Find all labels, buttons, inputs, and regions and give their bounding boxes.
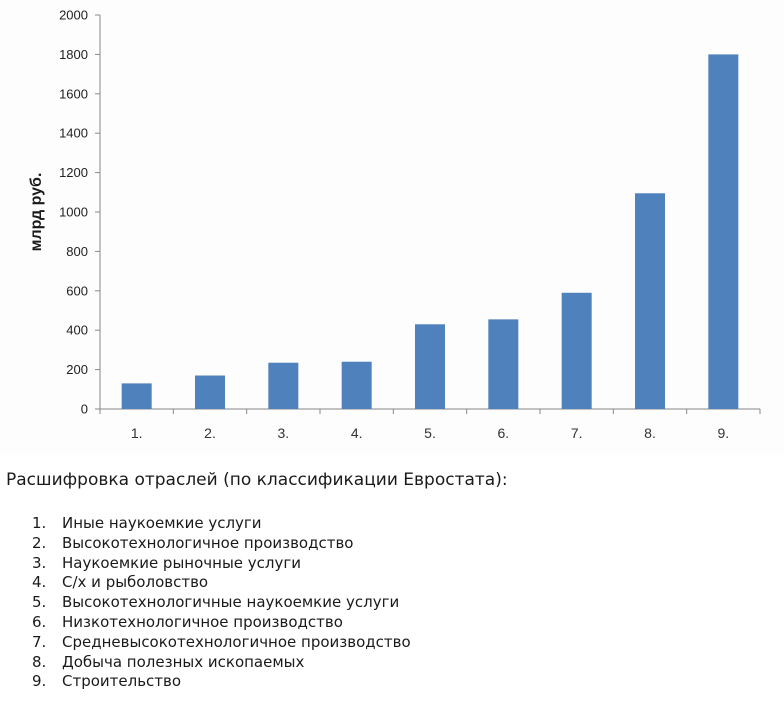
x-tick-label: 6. — [497, 425, 509, 441]
legend-item: 9. Строительство — [32, 672, 411, 692]
y-tick-label: 1200 — [59, 165, 88, 180]
legend-item-number: 5. — [32, 593, 47, 612]
legend-item-label: Средневысокотехнологичное производство — [62, 632, 411, 651]
bar-chart: 0 200 400 600 800 1000 1200 1400 1600 1800 2000 1. 2… — [28, 8, 761, 441]
y-tick-label: 1600 — [59, 86, 88, 101]
legend-item-number: 7. — [32, 632, 47, 651]
legend-item-number: 3. — [32, 553, 47, 572]
x-tick-label: 2. — [204, 425, 216, 441]
legend-title: Расшифровка отраслей (по классификации Е… — [6, 470, 508, 490]
bar — [121, 383, 152, 409]
legend-item-number: 1. — [32, 514, 47, 532]
legend-item: 2. Высокотехнологичное производство — [32, 534, 411, 554]
legend-item: 8. Добыча полезных ископаемых — [32, 653, 411, 673]
bar — [635, 193, 665, 409]
bar — [488, 319, 519, 409]
legend-item-number: 9. — [32, 672, 47, 691]
legend-item-number: 8. — [32, 652, 47, 671]
legend-item: 5. Высокотехнологичные наукоемкие услуги — [32, 593, 411, 613]
x-tick-label: 3. — [277, 425, 289, 441]
legend-item-label: С/х и рыболовство — [62, 573, 209, 592]
y-axis-title: млрд руб. — [28, 173, 45, 252]
y-tick-label: 400 — [66, 323, 88, 338]
bar — [561, 292, 592, 409]
y-tick-label: 2000 — [59, 8, 88, 23]
bar — [195, 375, 225, 409]
legend-item: 1. Иные наукоемкие услуги — [32, 514, 411, 534]
legend-item-label: Иные наукоемкие услуги — [62, 514, 262, 532]
legend-item: 3. Наукоемкие рыночные услуги — [32, 554, 411, 574]
legend-item-label: Наукоемкие рыночные услуги — [62, 553, 302, 572]
legend-item-number: 6. — [32, 612, 47, 631]
legend-item: 7. Средневысокотехнологичное производство — [32, 633, 411, 653]
y-tick-label: 1000 — [59, 205, 88, 220]
legend-item-label: Низкотехнологичное производство — [62, 612, 343, 631]
legend-item-label: Строительство — [62, 672, 182, 691]
bar — [708, 54, 739, 410]
x-tick-label: 5. — [424, 425, 436, 441]
legend-item: 6. Низкотехнологичное производство — [32, 613, 411, 633]
y-tick-label: 600 — [66, 283, 88, 298]
y-tick-label: 0 — [81, 402, 88, 417]
legend-item-label: Добыча полезных ископаемых — [62, 652, 305, 671]
bar — [415, 324, 445, 409]
x-tick-label: 1. — [131, 425, 143, 441]
y-tick-label: 200 — [66, 362, 88, 377]
legend-list: 1. Иные наукоемкие услуги 2. Высокотехноло… — [32, 514, 411, 692]
legend-item-number: 2. — [32, 533, 47, 552]
bar — [341, 361, 372, 409]
legend-item: 4. С/х и рыболовство — [32, 573, 411, 593]
x-tick-label: 7. — [571, 425, 583, 441]
y-tick-label: 800 — [66, 244, 88, 259]
legend-item-label: Высокотехнологичное производство — [62, 533, 354, 552]
legend-item-number: 4. — [32, 573, 47, 592]
x-tick-label: 8. — [644, 425, 656, 441]
x-tick-label: 9. — [717, 425, 729, 441]
legend-item-label: Высокотехнологичные наукоемкие услуги — [62, 593, 400, 612]
chart-area: 0 200 400 600 800 1000 1200 1400 1600 1800 2000 1. 2… — [28, 7, 761, 441]
x-tick-label: 4. — [351, 425, 363, 441]
y-tick-label: 1400 — [59, 126, 88, 141]
y-tick-label: 1800 — [59, 47, 88, 62]
bar — [268, 362, 299, 409]
